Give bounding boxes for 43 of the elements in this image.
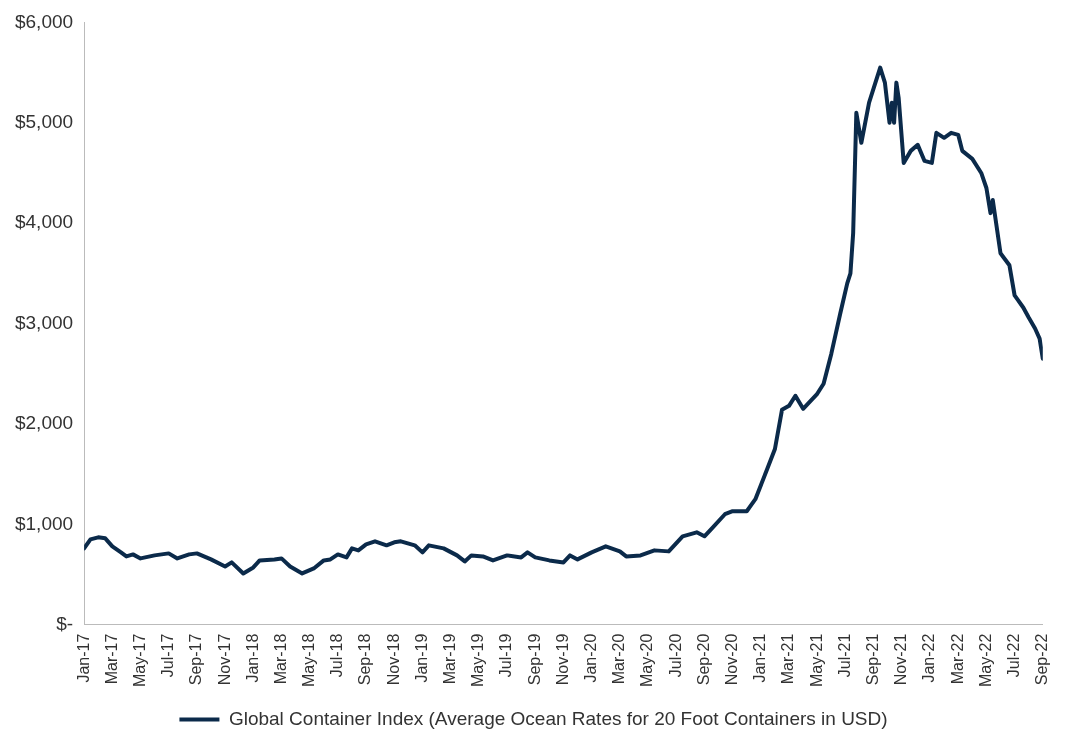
x-tick-label: Jul-20 [666,633,684,678]
y-tick-label: $4,000 [14,211,74,233]
legend-label: Global Container Index (Average Ocean Rates for 20 Foot Containers in USD) [228,707,888,729]
x-tick-label: May-22 [976,633,994,688]
x-tick-label: May-21 [807,633,825,688]
x-tick-label: Jan-19 [412,633,430,683]
x-tick-label: May-17 [130,633,148,688]
x-tick-label: Sep-19 [525,633,543,686]
x-tick-label: Sep-20 [694,633,712,686]
x-tick-label: Jan-21 [751,633,769,683]
y-tick-label: $3,000 [14,311,74,333]
x-tick-label: Jul-21 [835,633,853,678]
y-tick-label: $2,000 [14,412,74,434]
x-tick-label: Mar-20 [610,633,628,685]
y-tick-label: $5,000 [14,111,74,133]
x-tick-label: Jul-17 [159,633,177,678]
x-tick-label: Nov-21 [892,633,910,686]
x-tick-label: Mar-17 [102,633,120,685]
x-tick-label: Nov-18 [384,633,402,686]
x-tick-label: Jan-18 [243,633,261,683]
x-tick-label: May-20 [638,633,656,688]
x-tick-label: Nov-20 [723,633,741,686]
y-tick-label: $- [56,612,74,634]
x-tick-label: Sep-17 [187,633,205,686]
x-tick-label: Jan-17 [74,633,92,683]
x-tick-label: Jan-20 [582,633,600,683]
x-tick-label: Sep-22 [1033,633,1051,686]
x-tick-label: Jul-19 [497,633,515,678]
x-tick-label: Jan-22 [920,633,938,683]
x-tick-label: Jul-22 [1005,633,1023,678]
x-tick-label: May-18 [300,633,318,688]
x-tick-label: Sep-21 [864,633,882,686]
x-tick-label: Mar-18 [271,633,289,685]
x-tick-label: Mar-19 [441,633,459,685]
x-tick-label: Jul-18 [328,633,346,678]
x-tick-label: Mar-22 [948,633,966,685]
x-tick-label: May-19 [469,633,487,688]
x-tick-label: Nov-17 [215,633,233,686]
y-tick-label: $1,000 [14,512,74,534]
x-tick-label: Sep-18 [356,633,374,686]
y-tick-label: $6,000 [14,10,74,32]
x-tick-label: Mar-21 [779,633,797,685]
x-tick-label: Nov-19 [553,633,571,686]
